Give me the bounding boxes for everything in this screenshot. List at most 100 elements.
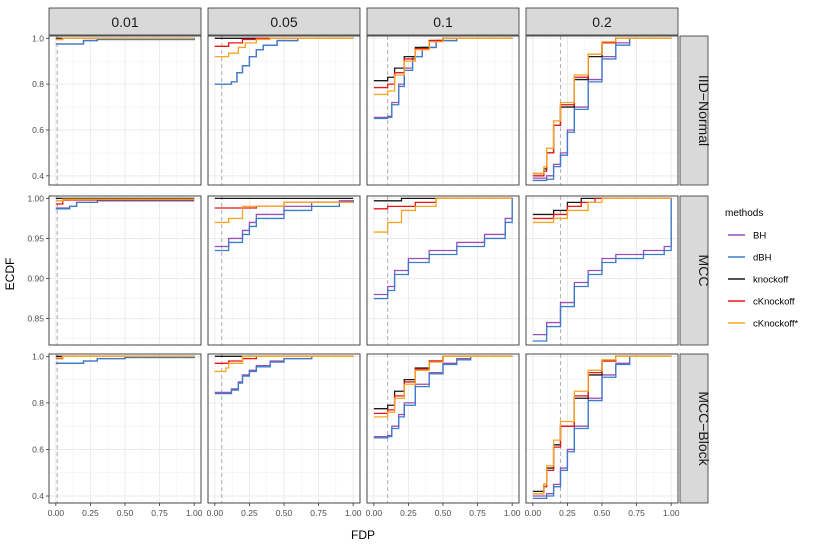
x-axis-title: FDP [351, 528, 375, 542]
x-tick-label: 0.25 [82, 508, 99, 518]
series-line-dbh [214, 200, 354, 252]
panel-border [48, 35, 202, 186]
y-tick-label: 0.85 [27, 314, 44, 324]
column-strip [207, 7, 361, 36]
panel-border [48, 195, 202, 346]
facet-panel: 0.4 0.6 0.8 1.0 [32, 33, 202, 186]
legend-label: knockoff [753, 275, 789, 286]
column-strip-label: 0.05 [270, 14, 297, 30]
facet-panel: 0.00 0.25 0.50 0.75 1.00 [207, 353, 362, 518]
facet-panel [366, 195, 520, 346]
y-tick-label: 0.8 [32, 79, 44, 89]
column-strip-label: 0.2 [592, 14, 612, 30]
x-tick-label: 0.00 [525, 508, 542, 518]
x-tick-label: 1.00 [663, 508, 680, 518]
panel-border [525, 195, 679, 346]
y-tick-label: 0.8 [32, 398, 44, 408]
facet-panel [366, 35, 520, 186]
series-line-cknockoff [214, 37, 354, 47]
y-tick-label: 1.0 [32, 33, 44, 43]
y-tick-label: 1.00 [27, 193, 44, 203]
row-strip [679, 35, 709, 186]
panel-border [207, 35, 361, 186]
x-tick-label: 0.25 [241, 508, 258, 518]
y-tick-label: 0.6 [32, 125, 44, 135]
x-tick-label: 1.00 [345, 508, 362, 518]
facet-panel [207, 195, 361, 346]
panel-border [366, 195, 520, 346]
y-axis-title: ECDF [3, 258, 17, 291]
series-line-dbh [532, 355, 672, 499]
series-line-cknockoff-star [55, 198, 195, 202]
series-line-cknockoff-star [55, 37, 195, 41]
y-tick-label: 0.95 [27, 233, 44, 243]
x-tick-label: 0.75 [628, 508, 645, 518]
panels-layer: 0.01 0.05 0.1 0.2IID−NormalMCCMCC−Block0.40… [27, 7, 712, 518]
legend-label: cKnockoff [753, 297, 795, 308]
panel-border [366, 35, 520, 186]
series-line-cknockoff [55, 199, 195, 205]
x-tick-label: 1.00 [186, 508, 203, 518]
facet-panel: 0.00 0.25 0.50 0.75 1.00 [366, 353, 521, 518]
series-line-dbh [214, 355, 354, 395]
panel-border [525, 35, 679, 186]
series-line-dbh [373, 355, 513, 439]
x-tick-label: 0.75 [310, 508, 327, 518]
column-strip-label: 0.01 [111, 14, 138, 30]
series-line-dbh [55, 356, 195, 364]
x-tick-label: 0.50 [435, 508, 452, 518]
x-tick-label: 0.25 [400, 508, 417, 518]
series-line-cknockoff-star [532, 197, 672, 224]
x-tick-label: 0.50 [594, 508, 611, 518]
facet-panel: 0.00 0.25 0.50 0.75 1.00 0.4 0.6 0.8 1.0 [32, 351, 203, 518]
legend-label: cKnockoff* [753, 319, 799, 330]
series-line-cknockoff-star [532, 355, 672, 495]
series-line-cknockoff [373, 37, 513, 89]
row-strip-label: MCC [696, 255, 712, 287]
y-tick-label: 0.4 [32, 491, 44, 501]
series-line-dbh [55, 38, 195, 45]
panel-border [207, 195, 361, 346]
x-tick-label: 0.50 [276, 508, 293, 518]
row-strip [679, 195, 709, 346]
facet-panel: 0.85 0.90 0.95 1.00 [27, 193, 202, 346]
column-strip [366, 7, 520, 36]
x-tick-label: 0.75 [151, 508, 168, 518]
legend: methods BH dBH knockoff cKnockoff cKnockoff* [725, 208, 799, 330]
column-strip-label: 0.1 [433, 14, 453, 30]
series-line-dbh [55, 200, 195, 210]
series-line-cknockoff-star [214, 37, 354, 58]
series-line-cknockoff-star [214, 201, 354, 224]
y-tick-label: 0.90 [27, 274, 44, 284]
series-line-dbh [373, 198, 513, 300]
series-line-dbh [214, 37, 354, 85]
x-tick-label: 0.50 [117, 508, 134, 518]
x-tick-label: 0.00 [207, 508, 224, 518]
legend-label: BH [753, 231, 766, 242]
legend-label: dBH [753, 253, 772, 264]
x-tick-label: 0.75 [469, 508, 486, 518]
row-strip-label: MCC−Block [696, 391, 712, 466]
x-tick-label: 1.00 [504, 508, 521, 518]
row-strip-label: IID−Normal [696, 75, 712, 146]
series-line-cknockoff [532, 197, 672, 220]
x-tick-label: 0.25 [559, 508, 576, 518]
x-tick-label: 0.00 [366, 508, 383, 518]
series-line-cknockoff [373, 355, 513, 415]
series-line-cknockoff-star [214, 355, 354, 373]
legend-title: methods [725, 208, 763, 219]
y-tick-label: 0.4 [32, 171, 44, 181]
x-tick-label: 0.00 [48, 508, 65, 518]
facet-panel [207, 35, 361, 186]
series-line-cknockoff-star [532, 37, 672, 175]
facet-panel [525, 35, 679, 186]
series-line-cknockoff [532, 355, 672, 495]
series-line-cknockoff-star [373, 197, 513, 233]
series-line-cknockoff-star [55, 355, 195, 359]
series-line-cknockoff [532, 37, 672, 177]
y-tick-label: 0.6 [32, 444, 44, 454]
row-strip [679, 353, 709, 504]
series-line-cknockoff-star [373, 37, 513, 96]
y-tick-label: 1.0 [32, 351, 44, 361]
